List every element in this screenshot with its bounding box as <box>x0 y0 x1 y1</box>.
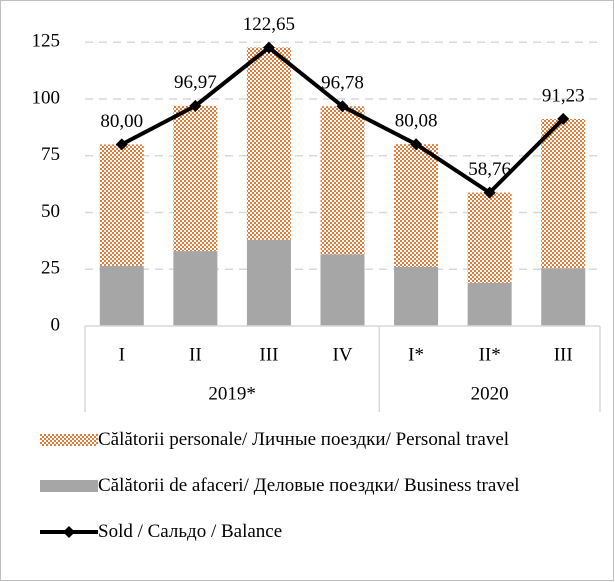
line-marker <box>410 138 423 151</box>
line-marker <box>115 138 128 151</box>
data-label: 96,97 <box>174 72 217 93</box>
legend-label: Sold / Сальдо / Balance <box>98 521 283 542</box>
y-tick-label: 25 <box>41 258 60 279</box>
legend-swatch <box>40 526 98 538</box>
y-tick-label: 125 <box>32 31 61 52</box>
bar <box>467 282 512 326</box>
x-tick-label: III <box>554 344 573 365</box>
bar <box>320 254 365 326</box>
bar <box>394 266 439 326</box>
line-marker <box>557 112 570 125</box>
bar <box>173 105 218 252</box>
legend-item: Călătorii personale/ Личные поездки/ Per… <box>40 428 610 451</box>
legend-item: Călătorii de afaceri/ Деловые поездки/ B… <box>40 474 610 497</box>
bar <box>320 106 365 255</box>
bar <box>467 192 512 283</box>
legend-label: Călătorii de afaceri/ Деловые поездки/ B… <box>98 475 520 496</box>
bar <box>246 47 291 240</box>
bar <box>99 144 144 266</box>
bar <box>541 268 586 326</box>
y-tick-label: 50 <box>41 201 60 222</box>
data-label: 96,78 <box>321 73 364 94</box>
x-tick-label: I* <box>408 344 424 365</box>
bar <box>394 144 439 267</box>
x-tick-label: II <box>189 344 202 365</box>
legend-item: Sold / Сальдо / Balance <box>40 520 610 543</box>
x-tick-label: III <box>259 344 278 365</box>
y-tick-label: 100 <box>32 87 61 108</box>
line-marker <box>483 186 496 199</box>
bar <box>246 239 291 326</box>
x-tick-label: I <box>119 344 125 365</box>
x-tick-label: IV <box>332 344 352 365</box>
data-label: 122,65 <box>243 14 295 35</box>
legend-swatch <box>40 480 98 492</box>
data-label: 80,00 <box>100 111 143 132</box>
data-label: 91,23 <box>542 85 585 106</box>
line-marker <box>336 100 349 113</box>
legend-swatch <box>40 434 98 446</box>
data-label: 58,76 <box>468 159 511 180</box>
line-marker <box>189 99 202 112</box>
y-tick-label: 0 <box>51 314 61 335</box>
bar <box>99 265 144 326</box>
group-label: 2019* <box>208 383 256 404</box>
bar <box>541 118 586 269</box>
group-label: 2020 <box>471 383 509 404</box>
line-marker <box>262 41 275 54</box>
bar <box>173 251 218 326</box>
y-tick-label: 75 <box>41 144 60 165</box>
legend-label: Călătorii personale/ Личные поездки/ Per… <box>98 429 510 450</box>
data-label: 80,08 <box>395 111 438 132</box>
x-tick-label: II* <box>479 344 501 365</box>
